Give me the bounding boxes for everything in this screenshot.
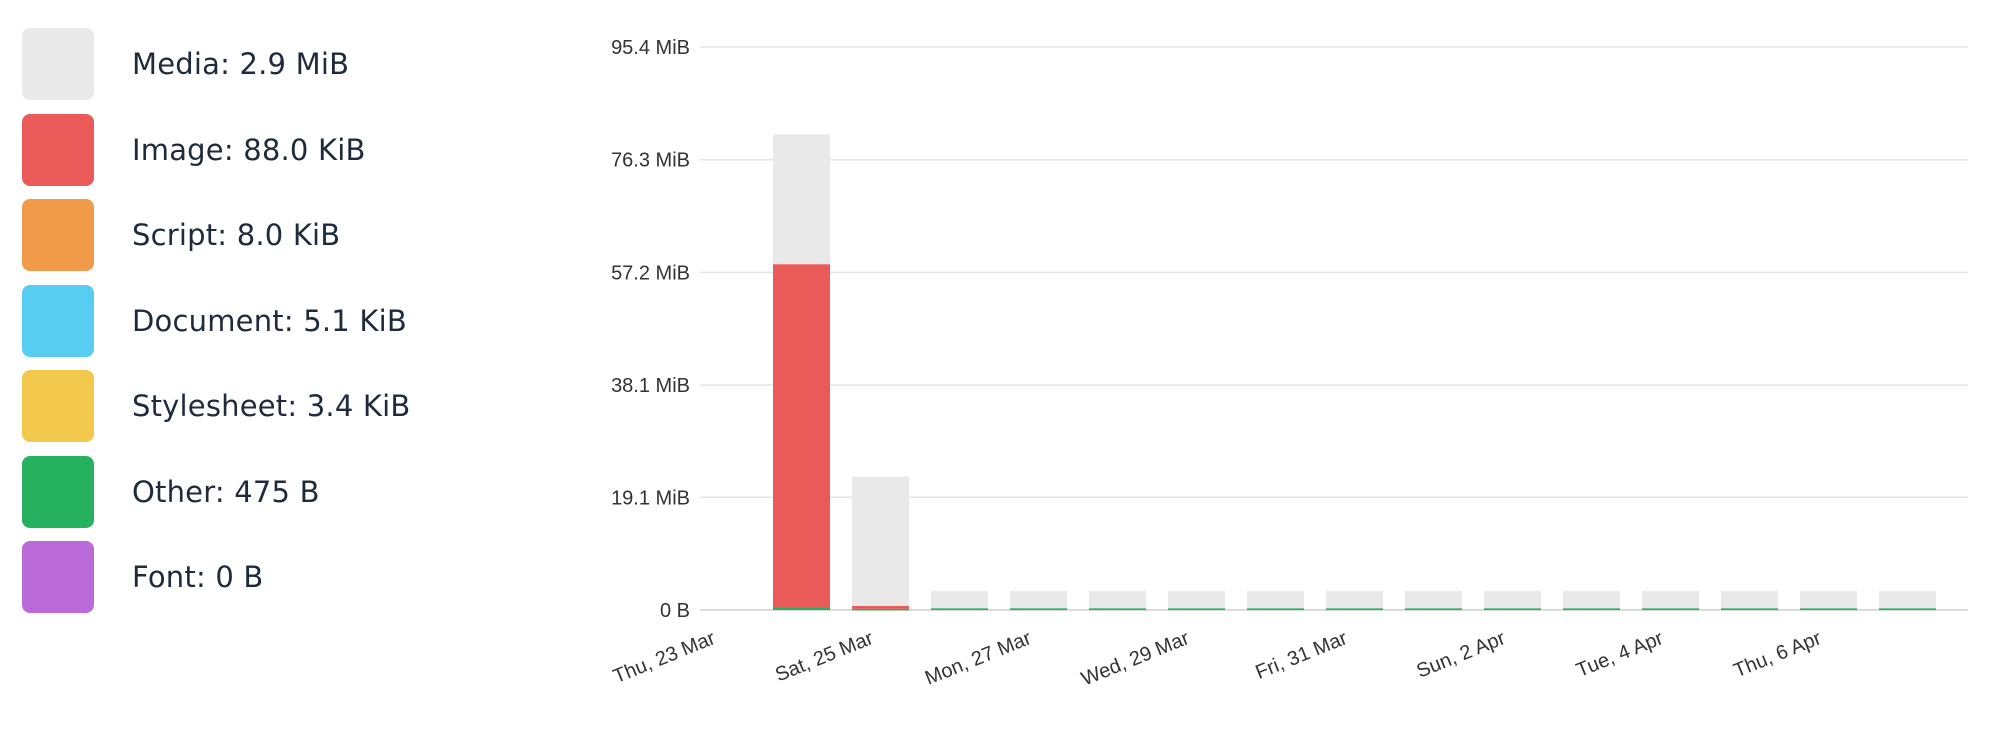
bar-media-13	[1721, 591, 1778, 609]
bar-other-7	[1247, 608, 1304, 610]
legend: Media: 2.9 MiB Image: 88.0 KiB Script: 8…	[22, 28, 442, 628]
bar-image-1	[773, 264, 830, 608]
legend-swatch-font	[22, 541, 94, 613]
legend-swatch-document	[22, 284, 94, 357]
bar-media-4	[1010, 591, 1067, 609]
bar-media-2	[852, 476, 909, 606]
bar-other-3	[931, 608, 988, 610]
legend-label-media: Media: 2.9 MiB	[132, 47, 350, 81]
legend-label-script: Script: 8.0 KiB	[132, 218, 341, 252]
legend-item-script[interactable]: Script: 8.0 KiB	[22, 199, 442, 271]
legend-item-other[interactable]: Other: 475 B	[22, 455, 442, 528]
legend-swatch-media	[22, 28, 94, 100]
y-tick-label-5: 95.4 MiB	[611, 37, 690, 59]
legend-item-document[interactable]: Document: 5.1 KiB	[22, 284, 442, 357]
x-tick-label-1: Sat, 25 Mar	[772, 627, 876, 686]
bar-media-1	[773, 134, 830, 265]
bar-media-6	[1168, 591, 1225, 609]
bar-other-15	[1879, 608, 1936, 610]
y-tick-label-0: 0 B	[660, 600, 690, 622]
bar-other-1	[773, 607, 830, 610]
bar-media-10	[1484, 591, 1541, 609]
legend-item-image[interactable]: Image: 88.0 KiB	[22, 113, 442, 186]
bar-other-9	[1405, 608, 1462, 610]
legend-label-font: Font: 0 B	[132, 560, 264, 594]
bar-other-14	[1800, 608, 1857, 610]
x-tick-label-4: Fri, 31 Mar	[1252, 627, 1350, 684]
bar-other-12	[1642, 608, 1699, 610]
legend-swatch-other	[22, 455, 94, 528]
legend-swatch-script	[22, 199, 94, 271]
bar-other-4	[1010, 608, 1067, 610]
bar-other-13	[1721, 608, 1778, 610]
bar-other-5	[1089, 608, 1146, 610]
bar-other-11	[1563, 608, 1620, 610]
legend-item-font[interactable]: Font: 0 B	[22, 541, 442, 613]
y-tick-label-2: 38.1 MiB	[611, 375, 690, 397]
bar-media-14	[1800, 591, 1857, 609]
bar-media-8	[1326, 591, 1383, 609]
bar-other-6	[1168, 608, 1225, 610]
x-tick-label-2: Mon, 27 Mar	[922, 627, 1035, 690]
x-tick-label-0: Thu, 23 Mar	[610, 627, 719, 688]
bar-other-8	[1326, 608, 1383, 610]
legend-item-media[interactable]: Media: 2.9 MiB	[22, 28, 442, 100]
bar-other-2	[852, 608, 909, 611]
x-tick-label-6: Tue, 4 Apr	[1573, 627, 1666, 682]
bar-media-7	[1247, 591, 1304, 609]
bar-other-10	[1484, 608, 1541, 610]
legend-label-image: Image: 88.0 KiB	[132, 132, 366, 167]
bar-media-15	[1879, 591, 1936, 609]
y-tick-label-3: 57.2 MiB	[611, 262, 690, 284]
x-tick-label-5: Sun, 2 Apr	[1414, 627, 1509, 683]
legend-item-stylesheet[interactable]: Stylesheet: 3.4 KiB	[22, 370, 442, 442]
legend-swatch-stylesheet	[22, 370, 94, 442]
legend-label-stylesheet: Stylesheet: 3.4 KiB	[132, 389, 411, 423]
legend-swatch-image	[22, 113, 94, 186]
bar-media-12	[1642, 591, 1699, 609]
bar-media-9	[1405, 591, 1462, 609]
x-tick-label-7: Thu, 6 Apr	[1731, 627, 1825, 682]
bar-media-5	[1089, 591, 1146, 609]
legend-label-other: Other: 475 B	[132, 474, 320, 509]
bar-media-11	[1563, 591, 1620, 609]
legend-label-document: Document: 5.1 KiB	[132, 303, 407, 338]
x-tick-label-3: Wed, 29 Mar	[1078, 627, 1192, 690]
y-tick-label-1: 19.1 MiB	[611, 487, 690, 509]
y-tick-label-4: 76.3 MiB	[611, 150, 690, 172]
bar-media-3	[931, 591, 988, 609]
bar-image-2	[852, 605, 909, 609]
